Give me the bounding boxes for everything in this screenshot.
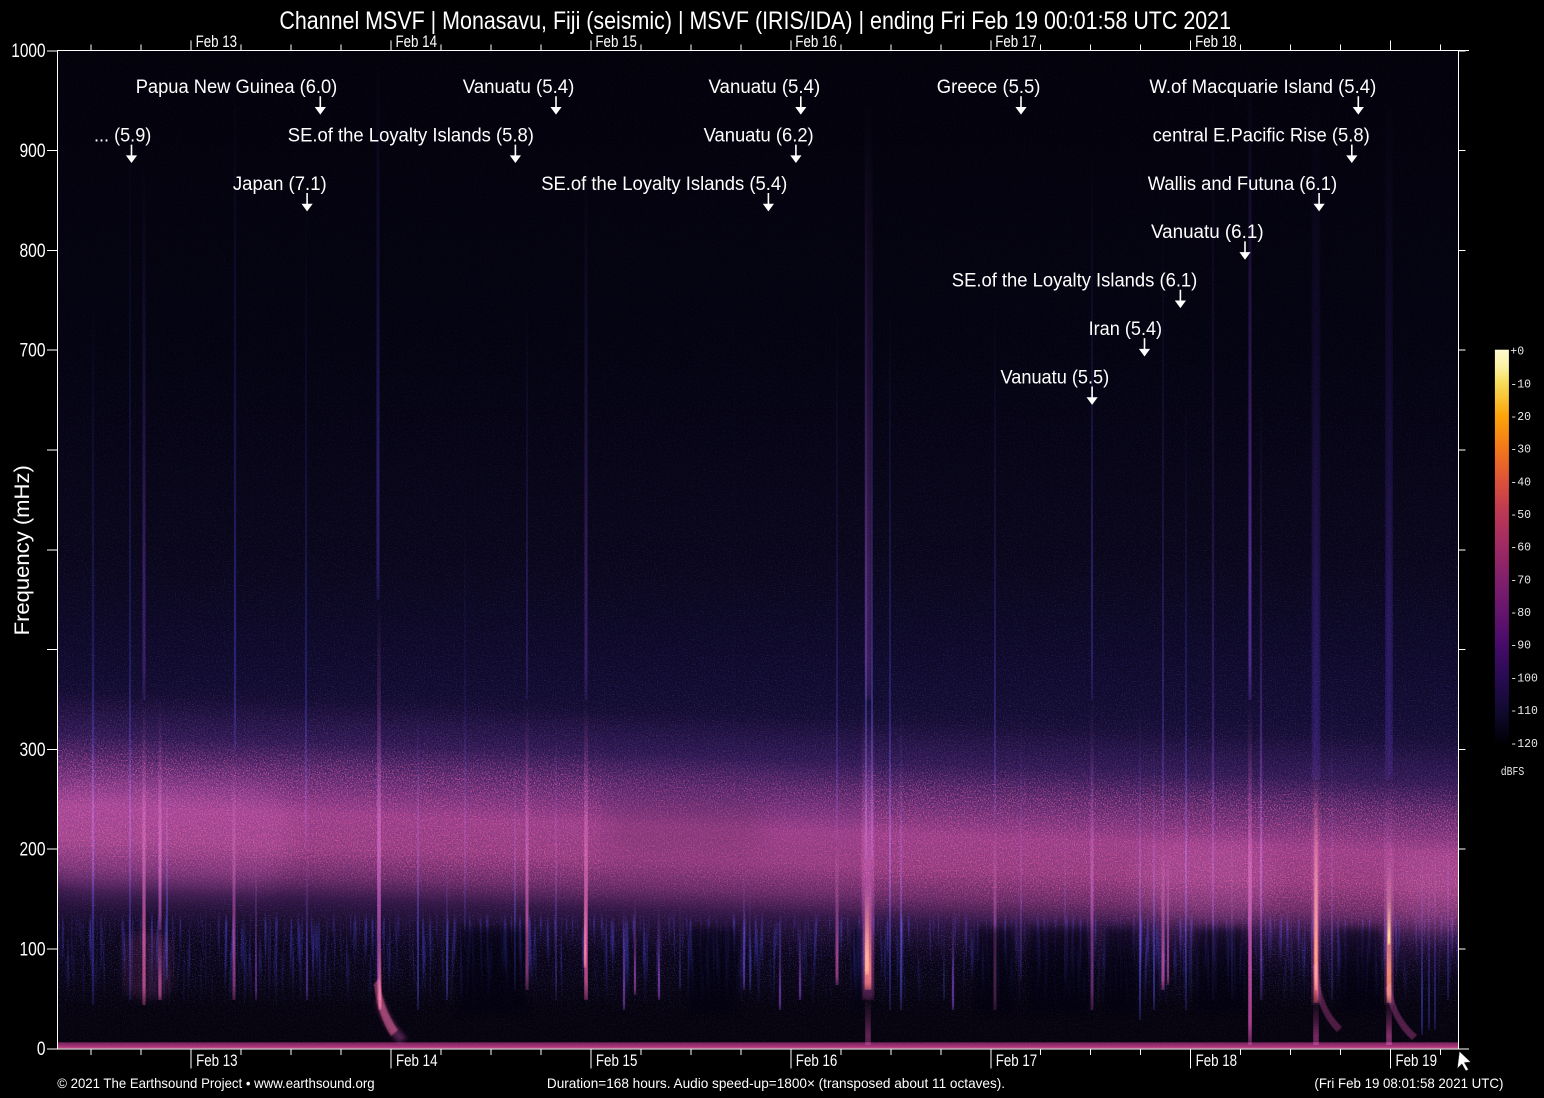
svg-text:Feb 18: Feb 18 — [1196, 1051, 1238, 1070]
svg-text:Feb 16: Feb 16 — [795, 32, 837, 51]
svg-text:SE.of the Loyalty Islands (6.1: SE.of the Loyalty Islands (6.1) — [952, 271, 1198, 292]
svg-text:Feb 15: Feb 15 — [596, 1051, 638, 1070]
svg-text:... (5.9): ... (5.9) — [94, 125, 151, 146]
svg-text:Feb 18: Feb 18 — [1195, 32, 1237, 51]
svg-text:-70: -70 — [1510, 574, 1531, 587]
svg-text:Vanuatu (5.4): Vanuatu (5.4) — [463, 77, 575, 98]
svg-text:-100: -100 — [1510, 672, 1538, 685]
svg-text:Vanuatu (6.2): Vanuatu (6.2) — [704, 125, 814, 146]
svg-text:Feb 15: Feb 15 — [595, 32, 637, 51]
svg-text:-90: -90 — [1510, 640, 1531, 653]
svg-text:Vanuatu (5.4): Vanuatu (5.4) — [709, 77, 821, 98]
svg-text:Channel MSVF | Monasavu, Fiji: Channel MSVF | Monasavu, Fiji (seismic) … — [279, 7, 1231, 35]
svg-text:200: 200 — [20, 840, 46, 861]
svg-text:Feb 19: Feb 19 — [1396, 1051, 1438, 1070]
svg-text:SE.of the Loyalty Islands (5.4: SE.of the Loyalty Islands (5.4) — [541, 174, 787, 195]
svg-text:© 2021 The Earthsound Project: © 2021 The Earthsound Project • www.eart… — [57, 1075, 374, 1091]
svg-text:800: 800 — [20, 241, 46, 262]
svg-text:-40: -40 — [1510, 476, 1531, 489]
svg-text:Vanuatu (6.1): Vanuatu (6.1) — [1151, 222, 1264, 243]
svg-text:-30: -30 — [1510, 444, 1531, 457]
svg-text:Feb 16: Feb 16 — [796, 1051, 838, 1070]
svg-text:Frequency (mHz): Frequency (mHz) — [11, 465, 34, 635]
svg-text:central E.Pacific Rise (5.8): central E.Pacific Rise (5.8) — [1153, 125, 1370, 146]
svg-text:(Fri Feb 19 08:01:58 2021 UTC): (Fri Feb 19 08:01:58 2021 UTC) — [1314, 1075, 1503, 1091]
svg-text:-120: -120 — [1510, 738, 1538, 751]
svg-text:300: 300 — [20, 740, 46, 761]
svg-text:Feb 13: Feb 13 — [196, 32, 238, 51]
svg-text:-50: -50 — [1510, 509, 1531, 522]
svg-text:900: 900 — [20, 141, 46, 162]
svg-text:Vanuatu (5.5): Vanuatu (5.5) — [1001, 367, 1110, 388]
svg-text:Papua New Guinea (6.0): Papua New Guinea (6.0) — [136, 77, 338, 98]
svg-text:-80: -80 — [1510, 607, 1531, 620]
svg-text:W.of Macquarie Island (5.4): W.of Macquarie Island (5.4) — [1149, 77, 1376, 98]
svg-text:0: 0 — [37, 1039, 46, 1060]
svg-text:Feb 14: Feb 14 — [396, 32, 438, 51]
svg-text:-60: -60 — [1510, 542, 1531, 555]
svg-text:Feb 13: Feb 13 — [196, 1051, 238, 1070]
svg-text:Feb 17: Feb 17 — [995, 32, 1036, 51]
svg-text:Japan (7.1): Japan (7.1) — [233, 174, 327, 195]
svg-text:SE.of the Loyalty Islands (5.8: SE.of the Loyalty Islands (5.8) — [288, 125, 534, 146]
svg-text:700: 700 — [20, 341, 46, 362]
svg-text:-20: -20 — [1510, 411, 1531, 424]
svg-text:100: 100 — [20, 939, 46, 960]
svg-text:-110: -110 — [1510, 705, 1538, 718]
svg-text:Wallis and Futuna (6.1): Wallis and Futuna (6.1) — [1148, 174, 1337, 195]
svg-text:-10: -10 — [1510, 378, 1531, 391]
svg-text:1000: 1000 — [11, 41, 45, 62]
svg-text:Iran (5.4): Iran (5.4) — [1089, 319, 1163, 340]
svg-text:Feb 14: Feb 14 — [396, 1051, 438, 1070]
svg-text:dBFS: dBFS — [1501, 765, 1525, 779]
svg-text:Greece (5.5): Greece (5.5) — [937, 77, 1041, 98]
svg-text:+0: +0 — [1510, 346, 1524, 359]
svg-text:Feb 17: Feb 17 — [996, 1051, 1037, 1070]
svg-text:Duration=168 hours. Audio spee: Duration=168 hours. Audio speed-up=1800×… — [547, 1075, 1005, 1091]
